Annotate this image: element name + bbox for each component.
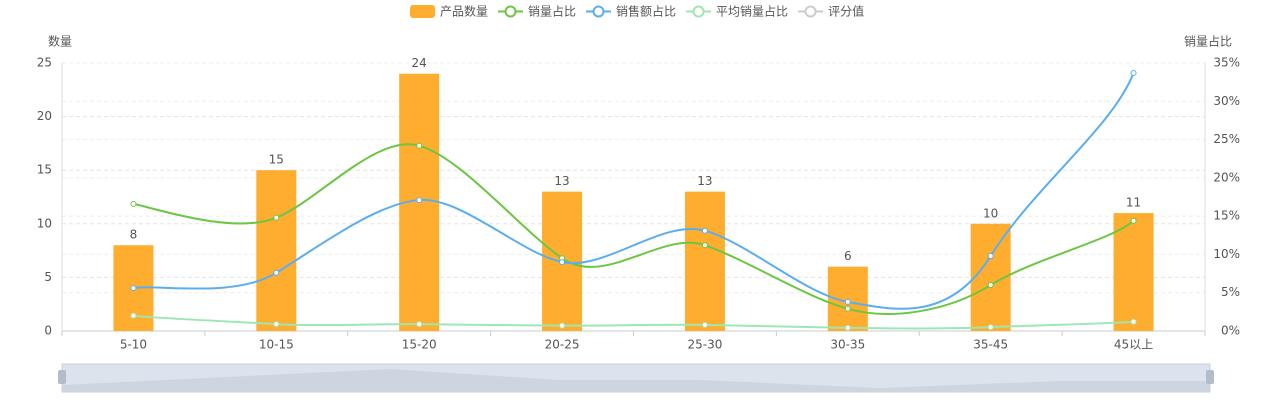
line-point [844, 324, 851, 331]
line [133, 143, 1135, 315]
zoom-preview [62, 369, 1210, 392]
line-point [701, 321, 708, 328]
legend-swatch [504, 5, 517, 18]
y-tick-label: 10 [37, 216, 52, 230]
line-point [987, 252, 994, 259]
x-tick-label: 30-35 [830, 338, 865, 352]
x-tick-label: 35-45 [973, 338, 1008, 352]
legend-label[interactable]: 评分值 [828, 4, 864, 19]
y2-axis-title: 销量占比 [1184, 34, 1232, 49]
line-point [273, 214, 280, 221]
line-point [130, 200, 137, 207]
line-point [844, 298, 851, 305]
line-point [987, 282, 994, 289]
legend-label[interactable]: 销售额占比 [616, 4, 676, 19]
legend-swatch [692, 5, 705, 18]
x-tick-label: 25-30 [688, 338, 723, 352]
y-tick-label: 15 [37, 163, 52, 177]
zoom-handle[interactable] [1206, 370, 1214, 384]
y2-tick-label: 35% [1213, 56, 1240, 70]
legend-swatch [592, 5, 605, 18]
x-tick-label: 45以上 [1114, 338, 1153, 352]
bar-value-label: 11 [1126, 196, 1141, 210]
x-tick-label: 15-20 [402, 338, 437, 352]
line-point [416, 321, 423, 328]
line-point [273, 321, 280, 328]
y2-tick-label: 25% [1213, 132, 1240, 146]
y2-tick-label: 0% [1221, 324, 1240, 338]
y-tick-label: 0 [44, 324, 52, 338]
bar-value-label: 10 [983, 206, 998, 220]
line-point [1130, 69, 1137, 76]
legend-label[interactable]: 销量占比 [528, 4, 576, 19]
line-point [1130, 217, 1137, 224]
line-point [559, 259, 566, 266]
y-axis-title: 数量 [48, 34, 72, 49]
bar-value-label: 6 [844, 249, 852, 263]
bar-value-label: 15 [269, 153, 284, 167]
legend-swatch [410, 5, 435, 18]
zoom-handle[interactable] [58, 370, 66, 384]
x-tick-label: 5-10 [120, 338, 147, 352]
line-point [701, 227, 708, 234]
line-point [844, 305, 851, 312]
bar-value-label: 8 [130, 228, 138, 242]
bar [1113, 213, 1154, 331]
line-point [416, 197, 423, 204]
bar [684, 191, 725, 331]
line-point [130, 285, 137, 292]
y2-tick-label: 10% [1213, 247, 1240, 261]
y-tick-label: 25 [37, 56, 52, 70]
line-point [987, 324, 994, 331]
legend-label[interactable]: 产品数量 [440, 4, 488, 19]
line-point [701, 242, 708, 249]
line-point [559, 322, 566, 329]
y-tick-label: 5 [44, 270, 52, 284]
x-tick-label: 10-15 [259, 338, 294, 352]
y2-tick-label: 15% [1213, 209, 1240, 223]
y2-tick-label: 30% [1213, 94, 1240, 108]
line-point [130, 312, 137, 319]
line [133, 314, 1134, 330]
bar-value-label: 24 [412, 56, 427, 70]
x-tick-label: 20-25 [545, 338, 580, 352]
y-tick-label: 20 [37, 109, 52, 123]
y2-tick-label: 20% [1213, 170, 1240, 184]
bar-value-label: 13 [554, 174, 569, 188]
line-point [416, 142, 423, 149]
line-point [273, 269, 280, 276]
legend-label[interactable]: 平均销量占比 [716, 4, 788, 19]
legend-swatch [804, 5, 817, 18]
line-point [1130, 318, 1137, 325]
y2-tick-label: 5% [1221, 285, 1240, 299]
bar-value-label: 13 [697, 174, 712, 188]
bar [256, 170, 297, 331]
